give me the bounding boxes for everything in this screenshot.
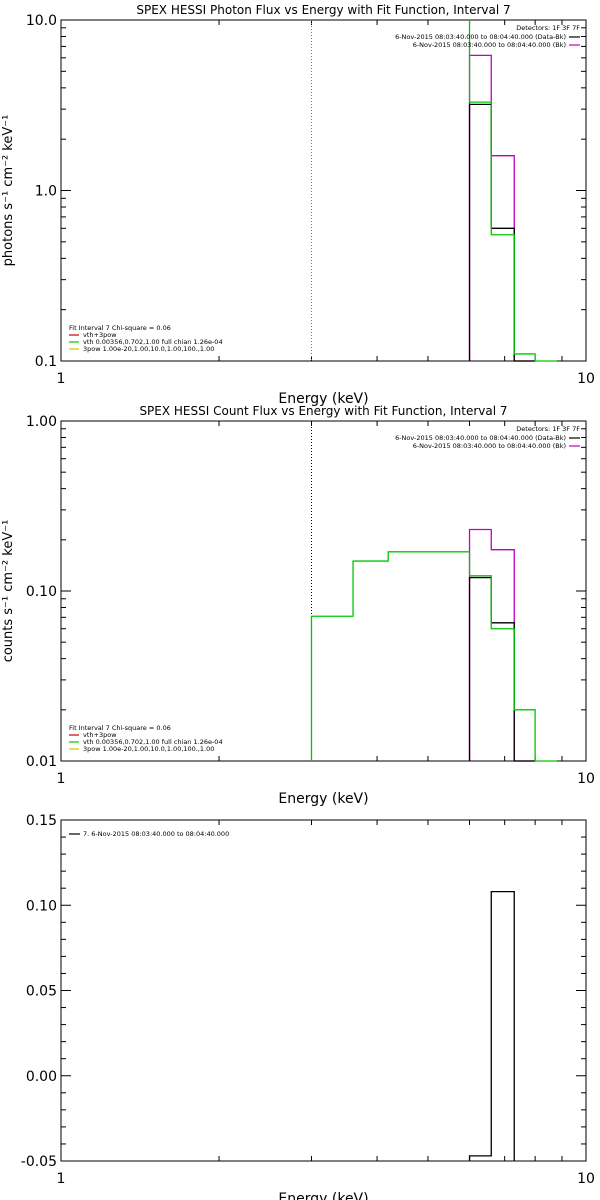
fit-legend-entry: vth 0.00356,0.702,1.00 full chian 1.26e-… bbox=[83, 738, 223, 746]
chart-title: SPEX HESSI Photon Flux vs Energy with Fi… bbox=[136, 3, 510, 17]
plot-frame bbox=[60, 819, 587, 1162]
x-tick-label: 1 bbox=[57, 771, 66, 787]
plot-frame bbox=[60, 19, 587, 362]
legend-entry: 6-Nov-2015 08:03:40.000 to 08:04:40.000 … bbox=[413, 442, 566, 450]
series-step-line bbox=[468, 890, 515, 1161]
y-tick-label: -0.05 bbox=[21, 1154, 57, 1170]
plot-frame bbox=[60, 420, 587, 762]
legend-entry: 6-Nov-2015 08:03:40.000 to 08:04:40.000 … bbox=[395, 33, 566, 41]
x-tick-label: 1 bbox=[57, 371, 66, 387]
y-tick-label: 0.15 bbox=[26, 813, 57, 829]
chart-title: SPEX HESSI Count Flux vs Energy with Fit… bbox=[139, 404, 507, 418]
chart-2: SPEX HESSI Count Flux vs Energy with Fit… bbox=[1, 404, 595, 807]
legend-header: Detectors: 1F 3F 7F bbox=[516, 425, 580, 433]
x-axis-label: Energy (keV) bbox=[278, 791, 368, 807]
fit-legend-entry: vth 0.00356,0.702,1.00 full chian 1.26e-… bbox=[83, 338, 223, 346]
fit-legend-entry: vth+3pow bbox=[83, 331, 117, 339]
series-step-line bbox=[468, 528, 536, 762]
series-step-line bbox=[468, 54, 536, 362]
legend-entry: 6-Nov-2015 08:03:40.000 to 08:04:40.000 … bbox=[413, 41, 566, 49]
fit-legend-entry: vth+3pow bbox=[83, 731, 117, 739]
y-tick-label: 0.1 bbox=[35, 354, 57, 370]
y-tick-label: 0.05 bbox=[26, 984, 57, 1000]
legend-header: Detectors: 1F 3F 7F bbox=[516, 24, 580, 32]
y-tick-label: 0.01 bbox=[26, 754, 57, 770]
y-tick-label: 1.00 bbox=[26, 414, 57, 430]
series-step-line bbox=[468, 576, 536, 762]
x-tick-label: 10 bbox=[577, 771, 595, 787]
x-tick-label: 1 bbox=[57, 1171, 66, 1187]
series-step-line bbox=[468, 103, 536, 362]
y-axis-label: counts s⁻¹ cm⁻² keV⁻¹ bbox=[1, 520, 16, 663]
x-tick-label: 10 bbox=[577, 1171, 595, 1187]
x-axis-label: Energy (keV) bbox=[278, 1191, 368, 1200]
x-tick-label: 10 bbox=[577, 371, 595, 387]
chart-3: 1 10 -0.05 0.00 0.05 0.10 0.15 Energy (keV) 7. 6… bbox=[21, 813, 595, 1200]
fit-legend-entry: 3pow 1.00e-20,1.00,10.0,1.00,100.,1.00 bbox=[83, 345, 214, 353]
series-step-line bbox=[310, 551, 557, 762]
y-tick-label: 10.0 bbox=[26, 13, 57, 29]
chart-1: SPEX HESSI Photon Flux vs Energy with Fi… bbox=[1, 3, 595, 407]
legend-entry: 6-Nov-2015 08:03:40.000 to 08:04:40.000 … bbox=[395, 434, 566, 442]
x-axis-label: Energy (keV) bbox=[278, 391, 368, 407]
y-tick-label: 1.0 bbox=[35, 184, 57, 200]
y-axis-label: photons s⁻¹ cm⁻² keV⁻¹ bbox=[1, 115, 16, 267]
series-step-line bbox=[468, 20, 557, 362]
fit-legend-entry: 3pow 1.00e-20,1.00,10.0,1.00,100.,1.00 bbox=[83, 745, 214, 753]
legend-entry: 7. 6-Nov-2015 08:03:40.000 to 08:04:40.0… bbox=[83, 830, 229, 838]
y-tick-label: 0.10 bbox=[26, 584, 57, 600]
y-tick-label: 0.10 bbox=[26, 898, 57, 914]
fit-legend-header: Fit Interval 7 Chi-square = 0.06 bbox=[69, 324, 171, 332]
fit-legend-header: Fit Interval 7 Chi-square = 0.06 bbox=[69, 724, 171, 732]
y-tick-label: 0.00 bbox=[26, 1069, 57, 1085]
